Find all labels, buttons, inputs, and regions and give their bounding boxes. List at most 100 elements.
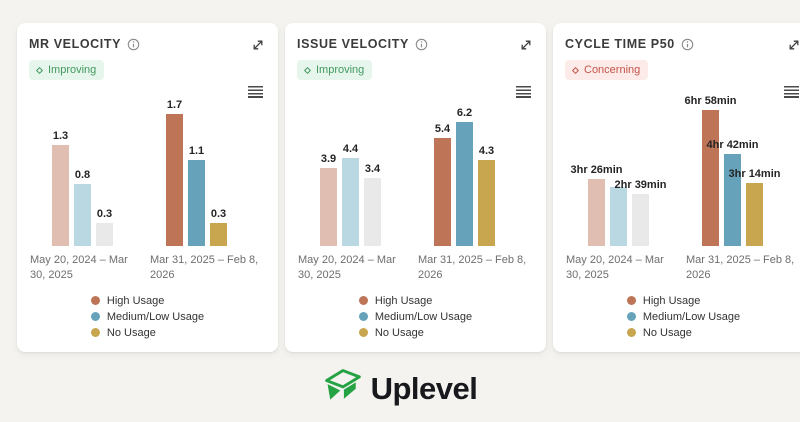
chart-menu-icon[interactable] bbox=[516, 86, 531, 98]
card-header: ISSUE VELOCITY bbox=[297, 37, 534, 51]
bar[interactable] bbox=[478, 160, 495, 246]
bar[interactable] bbox=[610, 187, 627, 246]
bar-value-label: 5.4 bbox=[434, 123, 451, 135]
legend-dot-icon bbox=[626, 296, 636, 306]
x-axis-category-label: May 20, 2024 – Mar 30, 2025 bbox=[566, 254, 664, 281]
bar-value-label: 0.3 bbox=[210, 208, 227, 220]
uplevel-logo-text: Uplevel bbox=[370, 370, 478, 406]
bar-value-label: 1.3 bbox=[52, 130, 69, 142]
bar-plot: 3.9 4.4 3.4 5.4 6.2 4.3 bbox=[320, 88, 534, 246]
legend-dot-icon bbox=[626, 328, 636, 338]
x-axis-labels: May 20, 2024 – Mar 30, 2025 Mar 31, 2025 … bbox=[298, 253, 534, 283]
legend-item[interactable]: Medium/Low Usage bbox=[90, 310, 205, 323]
legend-item[interactable]: High Usage bbox=[90, 295, 204, 307]
expand-icon[interactable] bbox=[251, 38, 265, 52]
bar-group: 5.4 6.2 4.3 bbox=[434, 88, 495, 246]
bar-slot: 1.3 bbox=[52, 88, 69, 246]
bar-value-label: 6.2 bbox=[456, 107, 473, 119]
x-axis-labels: May 20, 2024 – Mar 30, 2025 Mar 31, 2025 … bbox=[566, 253, 800, 283]
bar[interactable] bbox=[52, 145, 69, 246]
bar-slot: 5.4 bbox=[434, 88, 451, 246]
metric-cards-row: MR VELOCITY Improving 1.3 0.8 0.3 1.7 1.1 0.3… bbox=[17, 23, 800, 352]
bar-value-label: 4.3 bbox=[478, 145, 495, 157]
status-badge: Improving bbox=[29, 60, 105, 80]
legend-label: No Usage bbox=[374, 326, 424, 339]
legend-dot-icon bbox=[626, 312, 636, 322]
bar[interactable] bbox=[702, 110, 719, 246]
bar[interactable] bbox=[632, 194, 649, 246]
bar[interactable] bbox=[342, 158, 359, 246]
uplevel-logo-icon bbox=[323, 365, 363, 412]
bar-slot: 0.3 bbox=[210, 88, 227, 246]
bar-value-label: 1.1 bbox=[188, 145, 205, 157]
bar-slot: 0.3 bbox=[96, 88, 113, 246]
legend-dot-icon bbox=[90, 296, 100, 306]
card-mr-velocity: MR VELOCITY Improving 1.3 0.8 0.3 1.7 1.1 0.3… bbox=[17, 23, 278, 352]
bar-value-label: 4.4 bbox=[342, 143, 359, 155]
bar[interactable] bbox=[434, 138, 451, 246]
legend-item[interactable]: High Usage bbox=[358, 294, 472, 307]
bar[interactable] bbox=[746, 183, 763, 246]
bar-group: 1.3 0.8 0.3 bbox=[52, 88, 113, 246]
info-icon[interactable] bbox=[681, 38, 694, 51]
info-icon[interactable] bbox=[415, 38, 428, 51]
bar-slot: 2hr 39min bbox=[615, 88, 666, 246]
bar-slot: 3hr 26min bbox=[571, 88, 622, 246]
uplevel-logo: Uplevel bbox=[0, 365, 800, 412]
diamond-sparkle-icon bbox=[303, 66, 312, 74]
legend-label: No Usage bbox=[642, 326, 692, 339]
bar[interactable] bbox=[364, 178, 381, 246]
legend-item[interactable]: No Usage bbox=[626, 326, 740, 339]
x-axis-category-label: Mar 31, 2025 – Feb 8, 2026 bbox=[418, 254, 527, 281]
legend-item[interactable]: No Usage bbox=[358, 326, 472, 339]
bar[interactable] bbox=[96, 223, 113, 246]
card-title: MR VELOCITY bbox=[29, 37, 122, 51]
bar-slot bbox=[610, 88, 627, 246]
card-cycle-time-p50: CYCLE TIME P50 Concerning 3hr 26min 2hr 3… bbox=[553, 23, 800, 352]
info-icon[interactable] bbox=[127, 38, 140, 51]
bar-slot: 6hr 58min bbox=[685, 88, 736, 246]
bar-slot: 3.4 bbox=[364, 88, 381, 246]
bar[interactable] bbox=[74, 184, 91, 246]
chart-menu-icon[interactable] bbox=[248, 86, 263, 98]
legend-label: Medium/Low Usage bbox=[374, 310, 473, 323]
x-axis-category-label: May 20, 2024 – Mar 30, 2025 bbox=[30, 254, 128, 281]
bar-value-label: 4hr 42min bbox=[706, 139, 759, 151]
bar[interactable] bbox=[188, 160, 205, 246]
status-badge-label: Improving bbox=[316, 64, 365, 76]
chart-menu-icon[interactable] bbox=[784, 86, 799, 98]
bar[interactable] bbox=[166, 114, 183, 246]
chart-legend: High Usage Medium/Low Usage No Usage bbox=[90, 295, 205, 339]
expand-icon[interactable] bbox=[519, 38, 533, 52]
legend-item[interactable]: High Usage bbox=[626, 294, 740, 307]
legend-item[interactable]: No Usage bbox=[90, 327, 204, 339]
bar-slot: 6.2 bbox=[456, 88, 473, 246]
x-axis-category-label: Mar 31, 2025 – Feb 8, 2026 bbox=[150, 254, 259, 281]
card-issue-velocity: ISSUE VELOCITY Improving 3.9 4.4 3.4 5.4 6.2… bbox=[285, 23, 546, 352]
card-title: ISSUE VELOCITY bbox=[297, 37, 409, 51]
expand-icon[interactable] bbox=[787, 38, 800, 52]
bar-slot: 3.9 bbox=[320, 88, 337, 246]
bar[interactable] bbox=[210, 223, 227, 246]
bar-slot: 4hr 42min bbox=[707, 88, 758, 246]
bar[interactable] bbox=[456, 122, 473, 246]
bar-plot: 1.3 0.8 0.3 1.7 1.1 0.3 bbox=[52, 88, 266, 246]
card-header: CYCLE TIME P50 bbox=[565, 37, 800, 51]
status-badge-label: Improving bbox=[48, 64, 97, 76]
bar[interactable] bbox=[588, 179, 605, 246]
legend-label: Medium/Low Usage bbox=[106, 310, 205, 323]
bar[interactable] bbox=[320, 168, 337, 246]
bar-value-label: 6hr 58min bbox=[684, 95, 737, 107]
legend-item[interactable]: Medium/Low Usage bbox=[358, 310, 473, 323]
legend-dot-icon bbox=[90, 328, 100, 338]
x-axis-category-label: Mar 31, 2025 – Feb 8, 2026 bbox=[686, 254, 795, 281]
bar-value-label: 2hr 39min bbox=[614, 179, 667, 191]
bar[interactable] bbox=[724, 154, 741, 246]
bar-slot: 3hr 14min bbox=[729, 88, 780, 246]
legend-item[interactable]: Medium/Low Usage bbox=[626, 310, 741, 323]
x-axis-labels: May 20, 2024 – Mar 30, 2025 Mar 31, 2025 … bbox=[30, 253, 266, 283]
legend-label: High Usage bbox=[374, 294, 433, 307]
legend-label: High Usage bbox=[642, 294, 701, 307]
legend-label: Medium/Low Usage bbox=[642, 310, 741, 323]
diamond-sparkle-icon bbox=[35, 66, 44, 74]
